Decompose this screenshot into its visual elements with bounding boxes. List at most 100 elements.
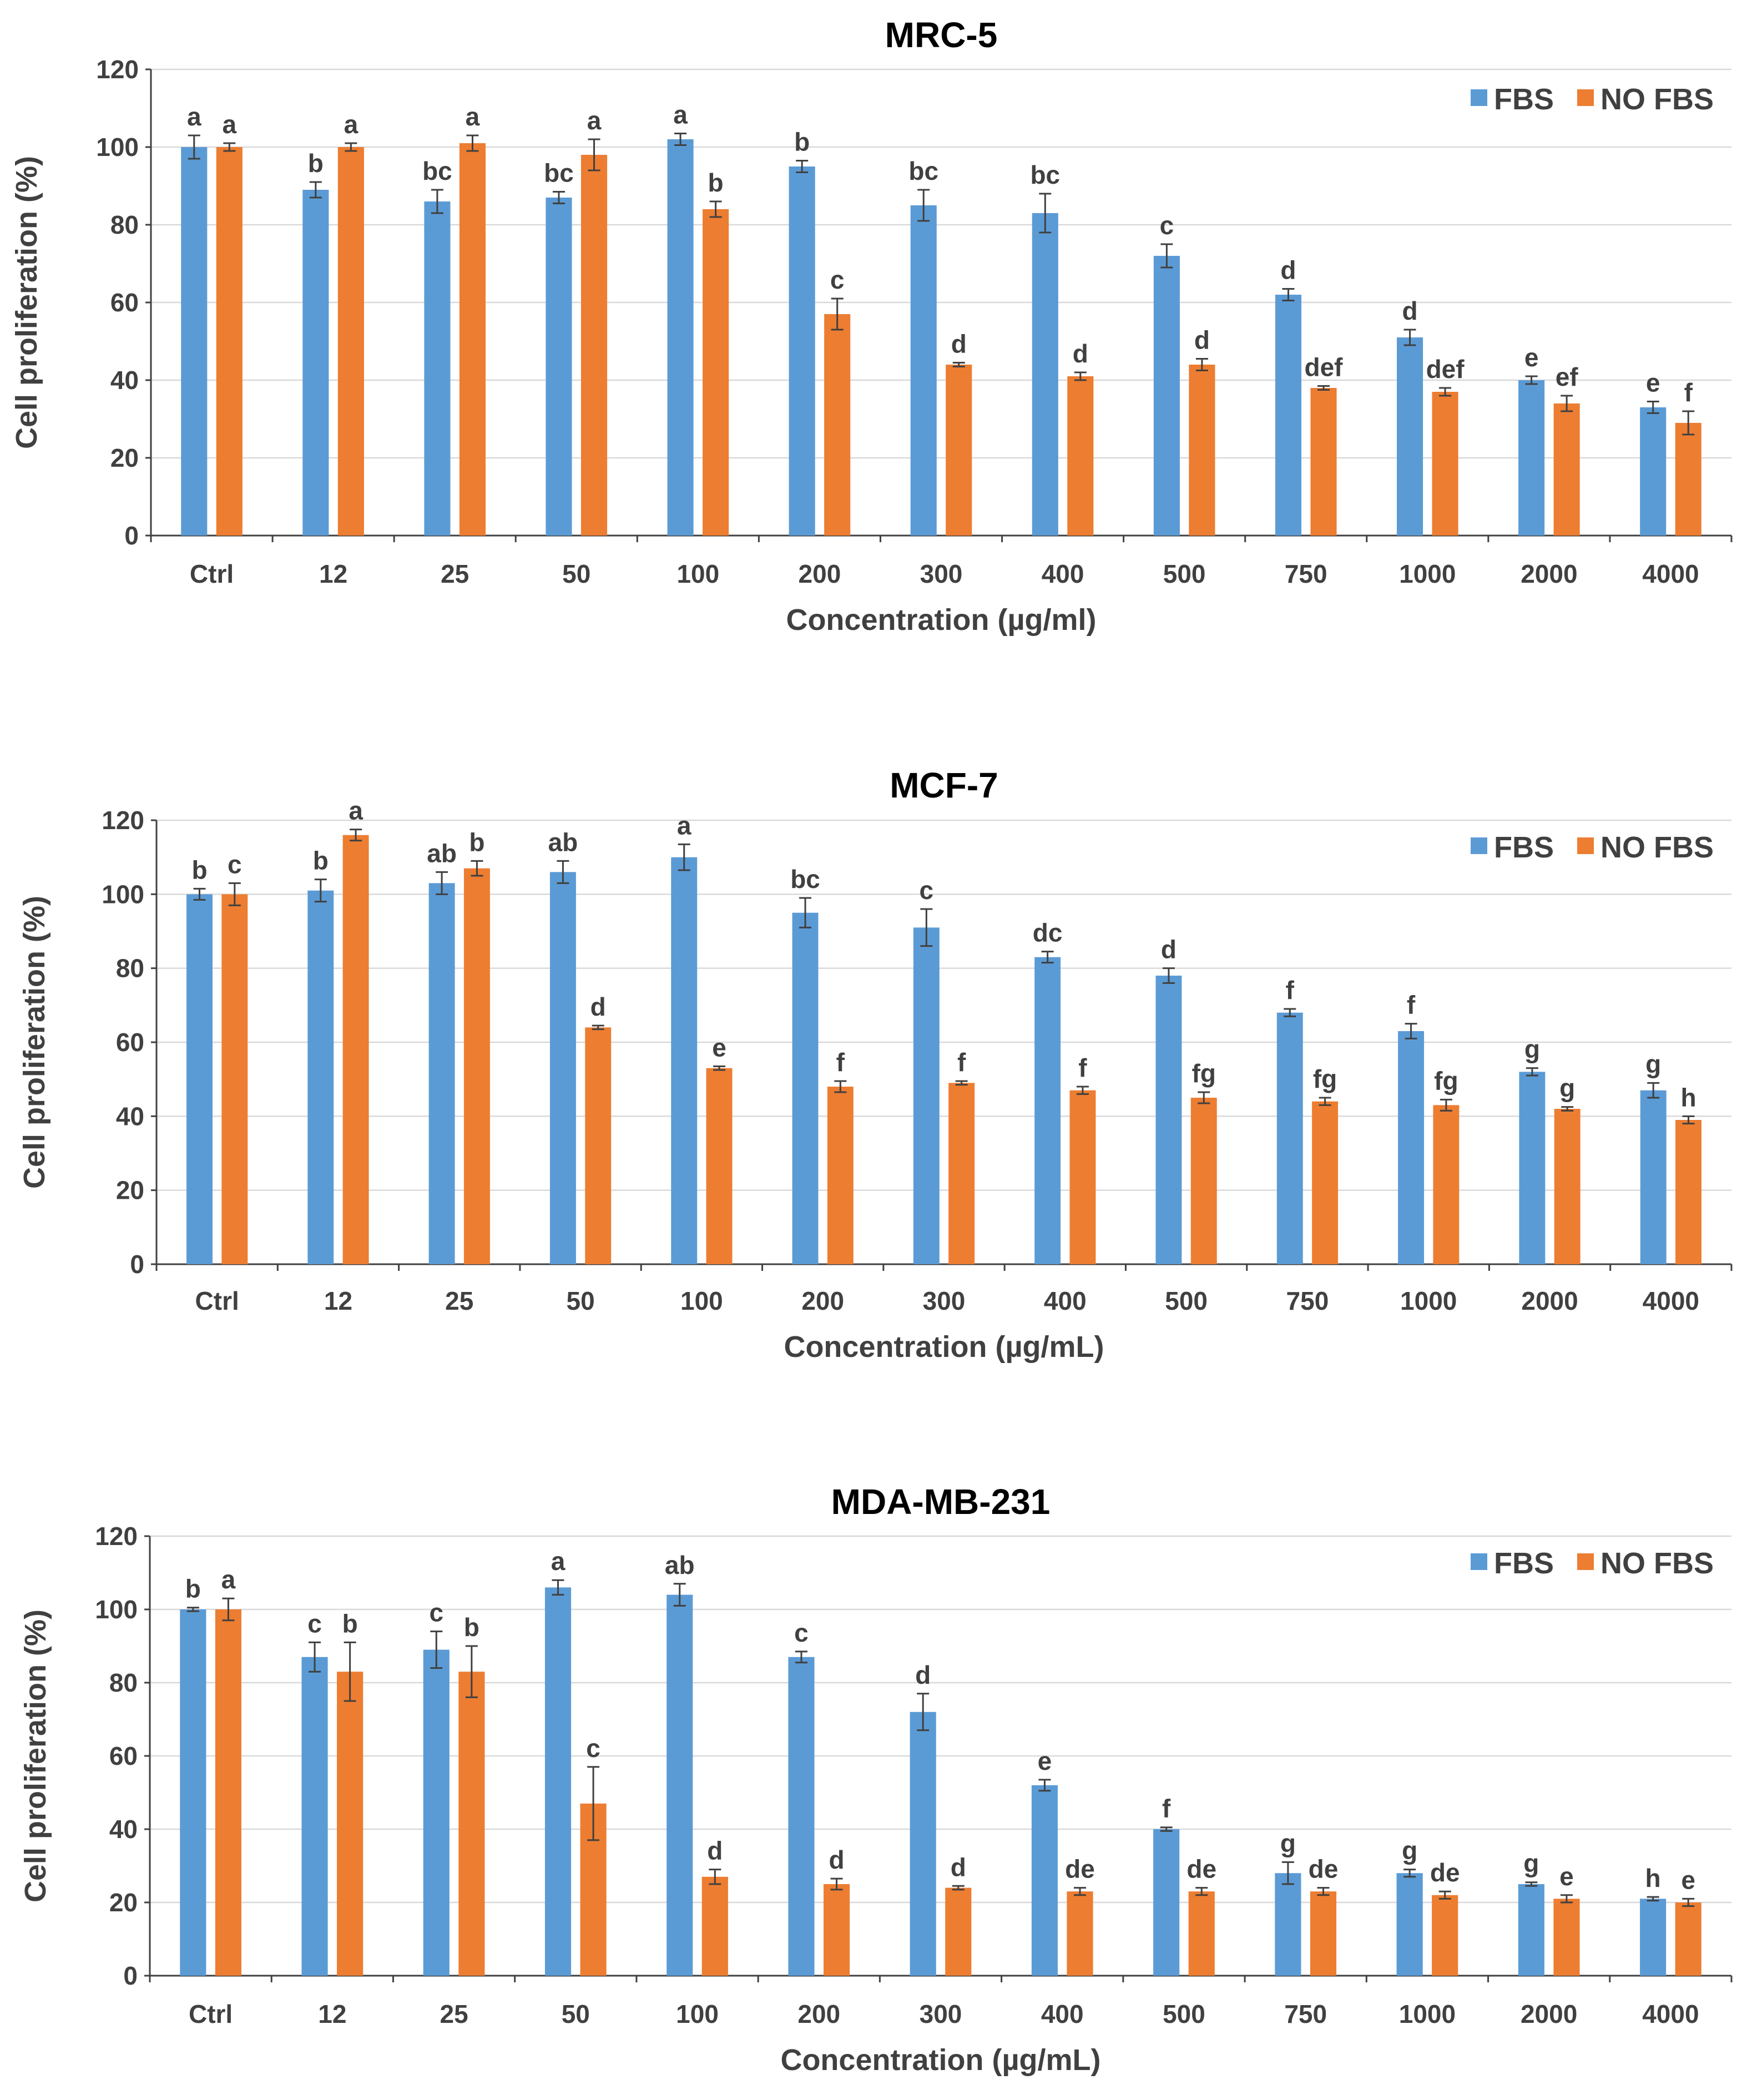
bar-no-fbs xyxy=(1433,1105,1460,1264)
chart-title: MCF-7 xyxy=(890,765,998,805)
legend-label-no-fbs: NO FBS xyxy=(1600,83,1714,116)
x-tick-label: 200 xyxy=(801,1286,844,1315)
x-tick-label: 100 xyxy=(676,2000,719,2028)
bar-no-fbs xyxy=(585,1027,612,1264)
y-tick-label: 120 xyxy=(96,55,139,84)
bar-fbs xyxy=(667,139,694,536)
x-tick-label: 300 xyxy=(920,559,963,588)
bar-fbs xyxy=(667,1594,693,1976)
x-tick-label: 4000 xyxy=(1643,1286,1699,1315)
bar-fbs xyxy=(186,894,213,1264)
significance-label: c xyxy=(830,265,845,294)
significance-label: f xyxy=(957,1048,966,1077)
y-axis-label: Cell proliferation (%) xyxy=(19,1609,52,1902)
bar-no-fbs xyxy=(1189,365,1215,536)
y-tick-label: 100 xyxy=(96,133,139,161)
bar-fbs xyxy=(1518,1884,1544,1976)
significance-label: g xyxy=(1524,1035,1540,1064)
significance-label: d xyxy=(707,1836,723,1865)
legend: FBS NO FBS xyxy=(1471,831,1714,864)
bar-no-fbs xyxy=(703,209,729,536)
significance-label: h xyxy=(1645,1864,1661,1892)
x-tick-label: 400 xyxy=(1044,1286,1087,1315)
bar-no-fbs xyxy=(342,835,369,1264)
significance-label: c xyxy=(429,1598,443,1627)
bar-fbs xyxy=(1276,1012,1303,1264)
bar-fbs xyxy=(1275,1873,1301,1976)
significance-label: a xyxy=(349,796,363,825)
y-axis-label: Cell proliferation (%) xyxy=(10,156,43,449)
y-tick-label: 80 xyxy=(110,210,139,239)
y-tick-label: 80 xyxy=(109,1668,138,1697)
y-tick-label: 40 xyxy=(109,1815,138,1844)
bar-fbs xyxy=(788,1657,815,1976)
significance-label: ab xyxy=(548,827,578,856)
significance-label: b xyxy=(313,846,329,875)
x-tick-label: Ctrl xyxy=(190,559,234,588)
legend: FBS NO FBS xyxy=(1471,83,1714,116)
significance-label: d xyxy=(915,1660,931,1689)
x-tick-label: 100 xyxy=(680,1286,723,1315)
significance-label: bc xyxy=(1030,160,1060,189)
significance-label: dc xyxy=(1033,918,1063,947)
significance-label: d xyxy=(1402,296,1417,325)
y-tick-label: 100 xyxy=(95,1595,138,1624)
significance-label: c xyxy=(794,1618,809,1647)
bar-no-fbs xyxy=(946,365,972,536)
bar-fbs xyxy=(1519,1072,1546,1264)
x-tick-label: 500 xyxy=(1163,2000,1205,2028)
bar-fbs xyxy=(1153,256,1180,536)
bar-no-fbs xyxy=(458,1672,485,1976)
legend-swatch-no-fbs xyxy=(1577,89,1594,106)
significance-label: fg xyxy=(1192,1059,1216,1088)
significance-label: b xyxy=(191,855,207,884)
significance-label: d xyxy=(1161,935,1177,964)
significance-label: b xyxy=(342,1609,358,1638)
y-tick-label: 60 xyxy=(109,1741,138,1770)
bar-no-fbs xyxy=(1067,376,1094,536)
significance-label: e xyxy=(712,1033,726,1062)
bar-fbs xyxy=(1640,1899,1667,1976)
x-tick-label: 750 xyxy=(1284,2000,1327,2028)
bar-fbs xyxy=(1031,1785,1058,1976)
significance-label: a xyxy=(677,811,691,840)
x-tick-label: 2000 xyxy=(1521,1286,1578,1315)
bar-fbs xyxy=(546,198,572,536)
significance-label: a xyxy=(223,110,237,139)
bar-fbs xyxy=(307,890,334,1264)
significance-label: c xyxy=(1160,211,1174,240)
significance-label: f xyxy=(836,1048,845,1077)
bar-fbs xyxy=(913,927,940,1264)
x-axis-label: Concentration (µg/ml) xyxy=(786,603,1096,637)
significance-label: b xyxy=(308,149,324,178)
bar-fbs xyxy=(792,912,819,1264)
y-tick-label: 80 xyxy=(116,954,144,983)
significance-label: bc xyxy=(908,157,938,185)
bar-no-fbs xyxy=(337,147,364,536)
significance-label: h xyxy=(1680,1083,1696,1112)
significance-label: d xyxy=(590,992,606,1021)
significance-label: g xyxy=(1645,1049,1661,1078)
bar-no-fbs xyxy=(827,1087,854,1264)
significance-label: a xyxy=(187,102,201,131)
bar-no-fbs xyxy=(1310,1891,1337,1976)
y-tick-label: 0 xyxy=(130,1250,144,1279)
significance-label: ab xyxy=(665,1551,695,1579)
significance-label: c xyxy=(307,1609,322,1638)
x-tick-label: 25 xyxy=(441,559,469,588)
significance-label: a xyxy=(344,110,359,139)
y-tick-label: 20 xyxy=(109,1888,138,1917)
legend-label-no-fbs: NO FBS xyxy=(1600,831,1714,864)
bar-fbs xyxy=(180,1609,206,1976)
significance-label: c xyxy=(586,1734,600,1763)
bar-no-fbs xyxy=(1675,1120,1701,1264)
legend-label-fbs: FBS xyxy=(1494,831,1554,864)
bar-no-fbs xyxy=(1312,1101,1339,1264)
chart-title: MRC-5 xyxy=(885,15,998,55)
chart-title: MDA-MB-231 xyxy=(831,1482,1051,1522)
significance-label: d xyxy=(951,330,967,359)
bar-no-fbs xyxy=(1554,1109,1581,1264)
bar-no-fbs xyxy=(459,143,486,536)
x-tick-label: 750 xyxy=(1286,1286,1329,1315)
